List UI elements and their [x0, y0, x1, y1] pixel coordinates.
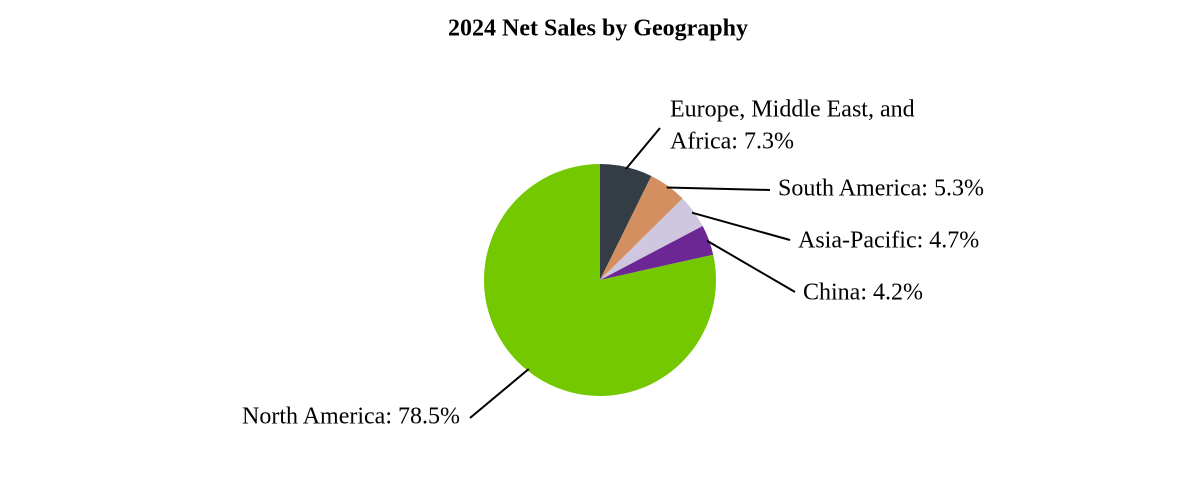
leader-line: [625, 127, 661, 170]
leader-line: [691, 211, 791, 241]
slice-label: Asia-Pacific: 4.7%: [798, 228, 979, 254]
pie-slice: [600, 198, 703, 280]
pie-slice: [600, 164, 652, 280]
pie-slice: [600, 226, 714, 280]
slice-label: Europe, Middle East, and: [670, 97, 915, 123]
pie-slice: [600, 175, 683, 280]
leader-line: [666, 186, 771, 191]
slice-label: South America: 5.3%: [778, 176, 984, 202]
slice-label: Africa: 7.3%: [670, 129, 794, 155]
leader-line: [706, 239, 796, 293]
slice-label: China: 4.2%: [803, 280, 923, 306]
leader-line: [469, 368, 530, 419]
chart-title: 2024 Net Sales by Geography: [448, 16, 748, 42]
pie-slice: [484, 164, 716, 396]
slice-label: North America: 78.5%: [242, 404, 460, 430]
